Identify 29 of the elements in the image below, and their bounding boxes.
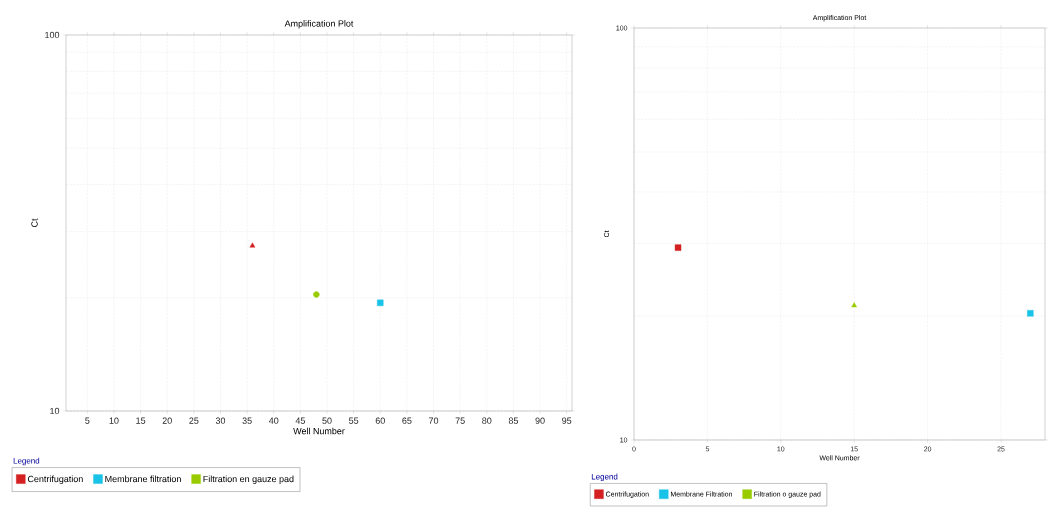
x-tick-label: 35 [242,417,252,424]
x-tick-label: 55 [349,417,359,424]
chart-title: Amplification Plot [284,20,354,29]
y-axis-title: Ct [31,218,38,228]
x-tick-label: 75 [455,417,465,424]
point [851,302,857,308]
x-tick-label: 70 [428,417,439,424]
x-tick-label: 5 [85,417,90,424]
x-tick-label: 60 [375,417,385,424]
legend-label: Filtration en gauze pad [203,475,294,484]
x-tick-label: 45 [295,417,305,424]
legend-label: Centrifugation [27,475,83,484]
x-axis-title: Well Number [293,427,345,435]
x-tick-label: 95 [562,417,572,424]
legend-label: Membrane filtration [105,475,181,483]
x-tick-label: 50 [322,417,332,424]
x-tick-label: 30 [215,417,226,424]
point [674,244,682,251]
x-tick-label: 20 [162,417,172,424]
x-tick-label: 40 [268,417,279,424]
x-tick-label: 15 [136,417,146,424]
x-tick-label: 85 [508,417,519,424]
x-tick-label: 25 [189,417,199,424]
x-tick-label: 10 [109,417,119,424]
y-tick-label: 100 [45,31,60,39]
x-tick-label: 65 [402,417,412,424]
x-tick-label: 80 [482,417,492,424]
point [1027,310,1034,317]
x-tick-label: 90 [535,417,545,424]
